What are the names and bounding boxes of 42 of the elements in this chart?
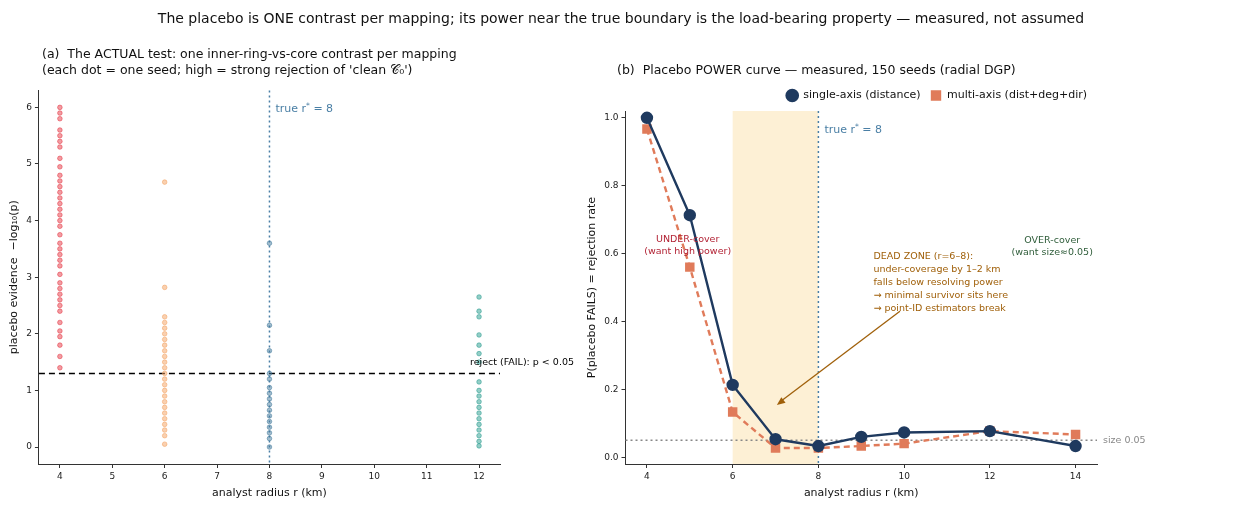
x-tick-label: 10 [898, 470, 911, 481]
y-tick-label: 1.0 [604, 112, 619, 123]
chart-title: (b) Placebo POWER curve — measured, 150 seeds (radial DGP) [617, 62, 1016, 78]
chart-title: (a) The ACTUAL test: one inner-ring-vs-core contrast per mapping [42, 46, 457, 62]
x-tick-label: 4 [644, 470, 651, 481]
x-tick-label: 10 [368, 470, 381, 481]
y-axis-title: P(placebo FAILS) = rejection rate [585, 196, 599, 379]
x-tick-label: 5 [109, 470, 116, 481]
ref-line-label: reject (FAIL): p < 0.05 [470, 356, 575, 368]
x-tick-label: 6 [729, 470, 736, 481]
legend-label: multi-axis (dist+deg+dir) [946, 88, 1088, 102]
x-tick-label: 12 [473, 470, 485, 481]
y-tick-label: 4 [26, 214, 33, 225]
x-tick-label: 8 [815, 470, 822, 481]
y-tick-label: 1 [26, 384, 32, 395]
y-axis-title: placebo evidence −log₁₀(p) [7, 200, 21, 355]
y-tick-label: 0.0 [604, 451, 619, 462]
y-tick-label: 0 [26, 441, 33, 452]
y-tick-label: 6 [26, 101, 33, 112]
x-tick-label: 7 [214, 470, 220, 481]
y-tick-label: 0.2 [604, 383, 619, 394]
chart-subtitle: (each dot = one seed; high = strong rejection of 'clean 𝒞₀') [42, 62, 414, 78]
y-tick-label: 0.6 [604, 247, 619, 258]
text: The placebo is ONE contrast per mapping; its power near the true boundary is the load-bearing property — measured, not assumed [156, 10, 1086, 26]
y-tick-label: 5 [26, 158, 32, 169]
x-tick-label: 4 [57, 470, 64, 481]
x-tick-label: 12 [984, 470, 996, 481]
annotation: DEAD ZONE (r=6–8): under-coverage by 1–2 km falls below resolving power → minimal survivor sits here → point-ID estimators break [873, 250, 1009, 314]
annotation: OVER-cover (want size≈0.05) [1011, 234, 1093, 258]
y-tick-label: 0.8 [604, 180, 619, 191]
y-tick-label: 3 [26, 271, 32, 282]
x-axis-title: analyst radius r (km) [803, 486, 919, 500]
x-axis-title: analyst radius r (km) [212, 486, 327, 500]
x-tick-label: 9 [318, 470, 325, 481]
x-tick-label: 11 [420, 470, 433, 481]
x-tick-label: 14 [1069, 470, 1082, 481]
y-tick-label: 0.4 [604, 315, 619, 326]
legend-label: single-axis (distance) [803, 88, 921, 102]
x-tick-label: 8 [266, 470, 273, 481]
x-tick-label: 6 [161, 470, 168, 481]
y-tick-label: 2 [26, 328, 32, 339]
ref-line-label: size 0.05 [1103, 434, 1146, 446]
